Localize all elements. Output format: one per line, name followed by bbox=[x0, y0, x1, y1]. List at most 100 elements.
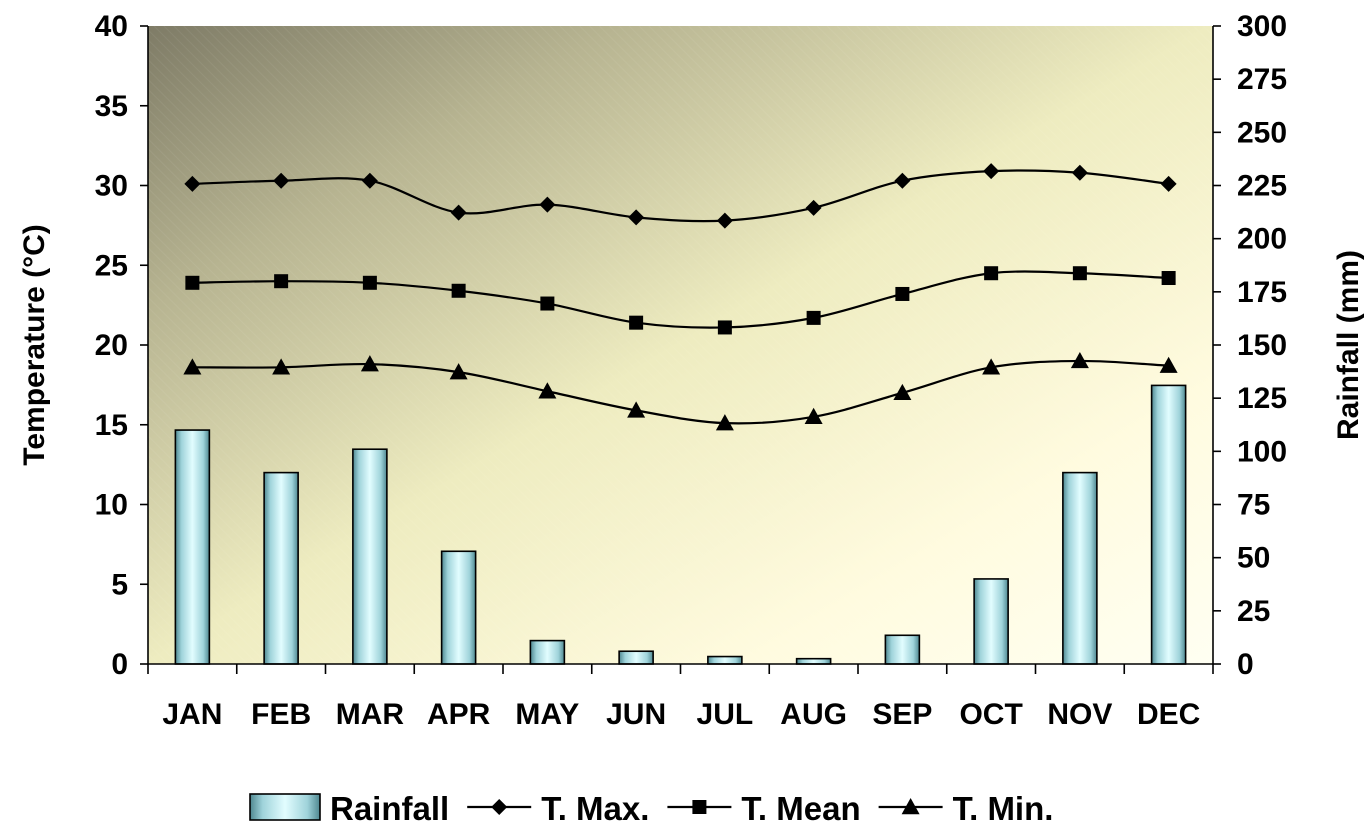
line-marker-diamond bbox=[894, 172, 911, 189]
line-marker-triangle bbox=[1070, 351, 1089, 369]
series-line bbox=[192, 270, 1169, 329]
rainfall-bar bbox=[263, 471, 299, 665]
line-marker-square bbox=[185, 275, 200, 290]
y-left-tick-label: 35 bbox=[95, 90, 128, 123]
line-marker-square bbox=[1161, 271, 1176, 286]
line-marker-triangle bbox=[538, 382, 557, 399]
legend-label: T. Min. bbox=[953, 790, 1054, 827]
line-marker-square bbox=[692, 800, 707, 814]
rainfall-bar bbox=[174, 429, 211, 665]
x-tick-label: JAN bbox=[162, 698, 222, 731]
series-t-max bbox=[184, 163, 1177, 229]
x-tick-label: JUL bbox=[697, 698, 754, 731]
y-right-tick-label: 75 bbox=[1237, 489, 1270, 522]
y-right-tick-label: 150 bbox=[1237, 329, 1287, 362]
y-left-tick-label: 25 bbox=[95, 249, 128, 282]
plot-background-texture bbox=[148, 26, 1213, 664]
line-marker-triangle bbox=[804, 407, 823, 424]
legend-label: T. Mean bbox=[741, 790, 860, 827]
line-marker-diamond bbox=[184, 175, 201, 192]
legend-label: T. Max. bbox=[541, 790, 649, 827]
line-marker-diamond bbox=[716, 212, 733, 229]
y-left-tick-label: 20 bbox=[95, 329, 128, 362]
line-marker-triangle bbox=[183, 358, 202, 375]
y-right-tick-label: 275 bbox=[1237, 63, 1287, 96]
line-marker-triangle bbox=[360, 355, 379, 372]
rainfall-bar bbox=[618, 650, 654, 665]
y-right-tick-label: 25 bbox=[1237, 595, 1270, 628]
y-left-tick-label: 0 bbox=[111, 648, 128, 681]
line-marker-triangle bbox=[893, 383, 912, 401]
y-left-tick-label: 10 bbox=[95, 489, 128, 522]
y-right-tick-label: 50 bbox=[1237, 542, 1270, 575]
x-tick-label: AUG bbox=[780, 698, 847, 731]
y-right-tick-label: 300 bbox=[1237, 10, 1287, 43]
line-marker-square bbox=[806, 310, 821, 325]
rainfall-bar bbox=[440, 550, 477, 665]
rainfall-bar bbox=[707, 655, 743, 665]
rainfall-bar bbox=[884, 634, 921, 665]
line-marker-square bbox=[540, 296, 555, 311]
x-tick-label: MAR bbox=[336, 698, 405, 731]
line-marker-square bbox=[984, 266, 999, 281]
line-marker-diamond bbox=[1160, 175, 1177, 192]
y-right-tick-label: 125 bbox=[1237, 382, 1287, 415]
legend-label: Rainfall bbox=[330, 790, 449, 827]
x-tick-label: APR bbox=[427, 698, 491, 731]
x-tick-label: JUN bbox=[606, 698, 666, 731]
x-tick-label: SEP bbox=[872, 698, 932, 731]
y-left-tick-label: 5 bbox=[111, 568, 128, 601]
line-marker-diamond bbox=[361, 172, 378, 189]
rainfall-bar bbox=[529, 639, 566, 665]
series-line bbox=[192, 359, 1169, 425]
line-marker-diamond bbox=[1071, 164, 1088, 181]
line-marker-square bbox=[362, 275, 377, 290]
series-line bbox=[192, 169, 1169, 223]
line-marker-square bbox=[451, 283, 466, 298]
y-left-tick-label: 30 bbox=[95, 170, 128, 203]
line-marker-triangle bbox=[627, 401, 646, 418]
rainfall-bar bbox=[973, 578, 1009, 665]
line-marker-triangle bbox=[272, 358, 291, 375]
rainfall-bar bbox=[352, 448, 388, 665]
y-axis-left-title: Temperature (°C) bbox=[18, 224, 51, 465]
line-marker-square bbox=[274, 274, 289, 289]
y-right-tick-label: 200 bbox=[1237, 223, 1287, 256]
line-marker-square bbox=[717, 320, 732, 335]
line-marker-diamond bbox=[805, 199, 822, 216]
x-tick-label: MAY bbox=[515, 698, 579, 731]
y-axis-right-title: Rainfall (mm) bbox=[1332, 250, 1365, 440]
line-marker-triangle bbox=[449, 363, 468, 380]
line-marker-diamond bbox=[628, 209, 645, 226]
line-marker-diamond bbox=[450, 204, 467, 221]
line-marker-diamond bbox=[539, 196, 556, 213]
x-tick-label: DEC bbox=[1137, 698, 1200, 731]
line-marker-square bbox=[895, 286, 910, 301]
temperature-lines bbox=[183, 163, 1178, 431]
y-right-tick-label: 0 bbox=[1237, 648, 1254, 681]
y-right-tick-label: 175 bbox=[1237, 276, 1287, 309]
y-right-tick-label: 250 bbox=[1237, 116, 1287, 149]
line-marker-triangle bbox=[715, 414, 734, 431]
x-tick-label: OCT bbox=[959, 698, 1022, 731]
y-right-tick-label: 225 bbox=[1237, 170, 1287, 203]
rainfall-bar bbox=[1150, 384, 1187, 665]
y-left-tick-label: 15 bbox=[95, 409, 128, 442]
rainfall-bars bbox=[174, 384, 1187, 665]
line-marker-diamond bbox=[273, 172, 290, 189]
y-right-tick-label: 100 bbox=[1237, 435, 1287, 468]
legend: Rainfall T. Max. T. Mean T. Min. bbox=[249, 790, 1054, 827]
series-t-min bbox=[183, 351, 1178, 431]
line-marker-triangle bbox=[1159, 356, 1178, 373]
legend-swatch-rainfall bbox=[249, 793, 321, 821]
line-marker-square bbox=[629, 315, 644, 330]
line-marker-square bbox=[1072, 266, 1087, 281]
y-left-tick-label: 40 bbox=[95, 10, 128, 43]
series-t-mean bbox=[185, 266, 1176, 335]
line-marker-diamond bbox=[491, 799, 508, 815]
axes: 0 5 10 15 20 25 30 35 40 0 25 50 75 100 125 150 175 200 22… bbox=[95, 10, 1287, 731]
line-marker-triangle bbox=[982, 358, 1001, 375]
line-marker-diamond bbox=[983, 163, 1000, 180]
rainfall-bar bbox=[1062, 471, 1098, 665]
